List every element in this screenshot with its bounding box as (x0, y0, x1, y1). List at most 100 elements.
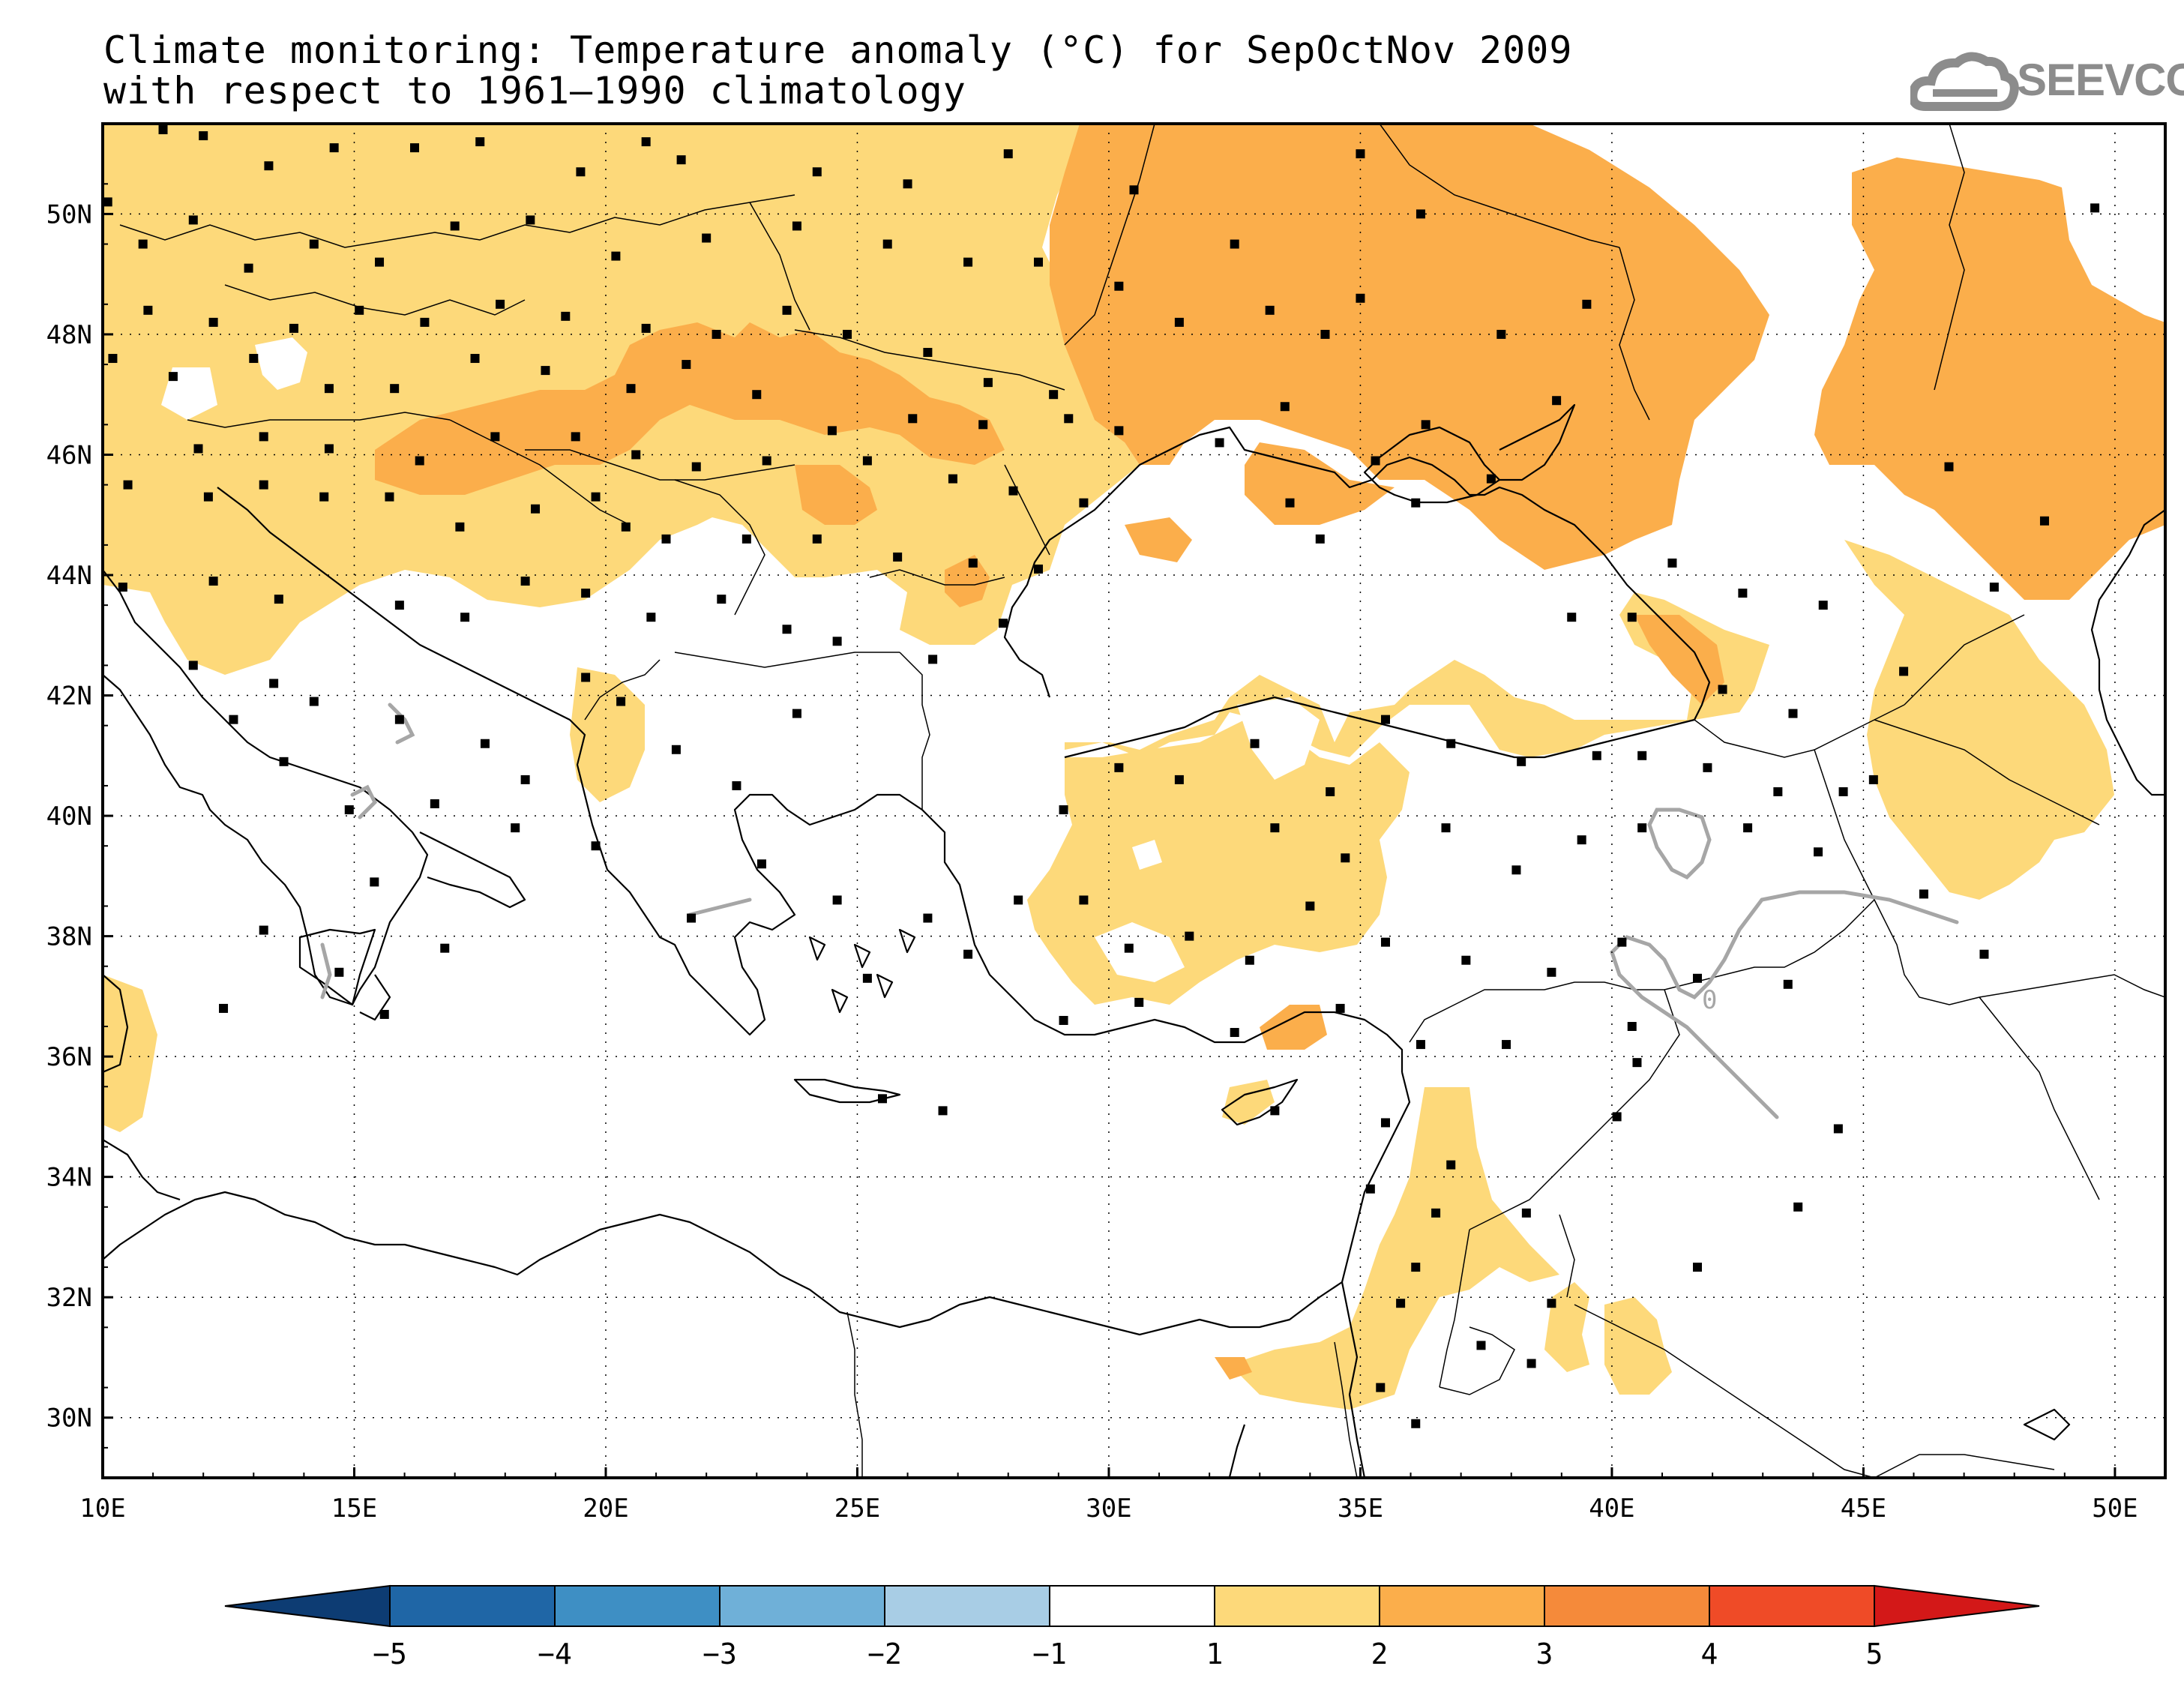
station-marker (199, 131, 208, 141)
station-marker (143, 305, 153, 315)
lon-axis: 10E 15E 20E 25E 30E 35E 40E 45E 50E (79, 1467, 2138, 1524)
station-marker (702, 233, 712, 243)
colorbar-arrow-low (224, 1584, 391, 1628)
station-marker (1783, 979, 1793, 989)
station-marker (520, 775, 530, 784)
anomaly-band-2-3 (375, 124, 2165, 1380)
station-marker (394, 715, 404, 724)
station-marker (1919, 889, 1928, 899)
station-marker (1396, 1299, 1406, 1308)
station-marker (2090, 203, 2100, 213)
station-marker (1421, 420, 1431, 430)
anomaly-band-1-2 (103, 124, 2114, 1410)
lon-tick-label: 30E (1086, 1494, 1131, 1524)
station-marker (1064, 414, 1074, 424)
station-marker (1612, 1112, 1622, 1122)
station-marker (561, 311, 571, 321)
station-marker (1979, 949, 1989, 959)
lat-tick-label: 30N (46, 1404, 92, 1434)
station-marker (1230, 239, 1239, 249)
title-line-1: Climate monitoring: Temperature anomaly … (103, 28, 1573, 72)
station-marker (938, 1106, 948, 1116)
station-marker (782, 305, 792, 315)
station-marker (812, 534, 822, 544)
station-marker (1989, 583, 1999, 592)
station-marker (324, 384, 334, 394)
lon-tick-label: 15E (331, 1494, 377, 1524)
station-marker (1114, 426, 1124, 436)
station-marker (792, 709, 801, 718)
lon-tick-label: 20E (583, 1494, 628, 1524)
station-marker (1667, 558, 1677, 568)
station-marker (963, 949, 973, 959)
station-marker (158, 125, 168, 135)
colorbar-label: −2 (867, 1638, 902, 1671)
station-marker (741, 534, 751, 544)
station-marker (1380, 1118, 1390, 1128)
station-marker (646, 613, 656, 622)
station-marker (1773, 787, 1783, 796)
station-marker (1838, 787, 1848, 796)
station-marker (1416, 1040, 1425, 1050)
title-line-2: with respect to 1961–1990 climatology (103, 69, 966, 112)
lat-tick-label: 38N (46, 922, 92, 952)
station-marker (279, 757, 289, 766)
station-marker (893, 552, 903, 562)
station-marker (244, 263, 253, 273)
station-marker (1416, 209, 1425, 219)
station-marker (1637, 823, 1647, 833)
colorbar-arrow-high (1874, 1584, 2040, 1628)
station-marker (526, 215, 535, 225)
station-marker (882, 239, 892, 249)
station-marker (1079, 895, 1089, 905)
station-marker (1245, 955, 1254, 965)
station-marker (832, 895, 842, 905)
station-marker (676, 155, 686, 165)
station-marker (1079, 498, 1089, 508)
station-marker (983, 378, 993, 388)
station-marker (1738, 589, 1748, 598)
station-marker (490, 432, 500, 442)
station-marker (1356, 149, 1365, 159)
colorbar-label: 5 (1866, 1638, 1883, 1671)
station-marker (661, 534, 671, 544)
station-marker (430, 799, 439, 809)
station-marker (1547, 1299, 1556, 1308)
station-marker (1502, 1040, 1511, 1050)
station-marker (1627, 613, 1637, 622)
colorbar: −5 −4 −3 −2 −1 1 2 3 4 5 (224, 1584, 2040, 1671)
lat-tick-label: 42N (46, 682, 92, 712)
station-marker (455, 522, 465, 532)
colorbar-label: −4 (538, 1638, 572, 1671)
station-marker (390, 384, 400, 394)
station-marker (1380, 715, 1390, 724)
station-marker (1285, 498, 1295, 508)
station-marker (103, 197, 112, 207)
lon-tick-label: 45E (1841, 1494, 1886, 1524)
colorbar-segment (1214, 1585, 1380, 1627)
station-marker (782, 625, 792, 634)
station-marker (1320, 329, 1330, 339)
station-marker (440, 943, 450, 953)
station-marker (923, 913, 933, 923)
station-marker (1552, 396, 1562, 406)
station-marker (1356, 293, 1365, 303)
station-marker (1315, 534, 1325, 544)
lon-tick-label: 10E (79, 1494, 125, 1524)
station-marker (264, 161, 274, 171)
station-marker (999, 619, 1008, 628)
lat-axis: 30N 32N 34N 36N 38N 40N 42N 44N 46N 48N 50N (46, 183, 113, 1449)
station-marker (450, 221, 460, 231)
station-marker (289, 323, 298, 333)
station-marker (762, 456, 771, 466)
station-marker (1341, 853, 1350, 863)
station-marker (1617, 937, 1627, 947)
station-marker (978, 420, 988, 430)
station-marker (1944, 462, 1954, 472)
station-marker (1446, 1160, 1456, 1170)
station-marker (616, 697, 626, 706)
station-marker (1788, 709, 1798, 718)
station-marker (410, 143, 420, 153)
station-marker (591, 492, 601, 502)
station-marker (1335, 1003, 1345, 1013)
